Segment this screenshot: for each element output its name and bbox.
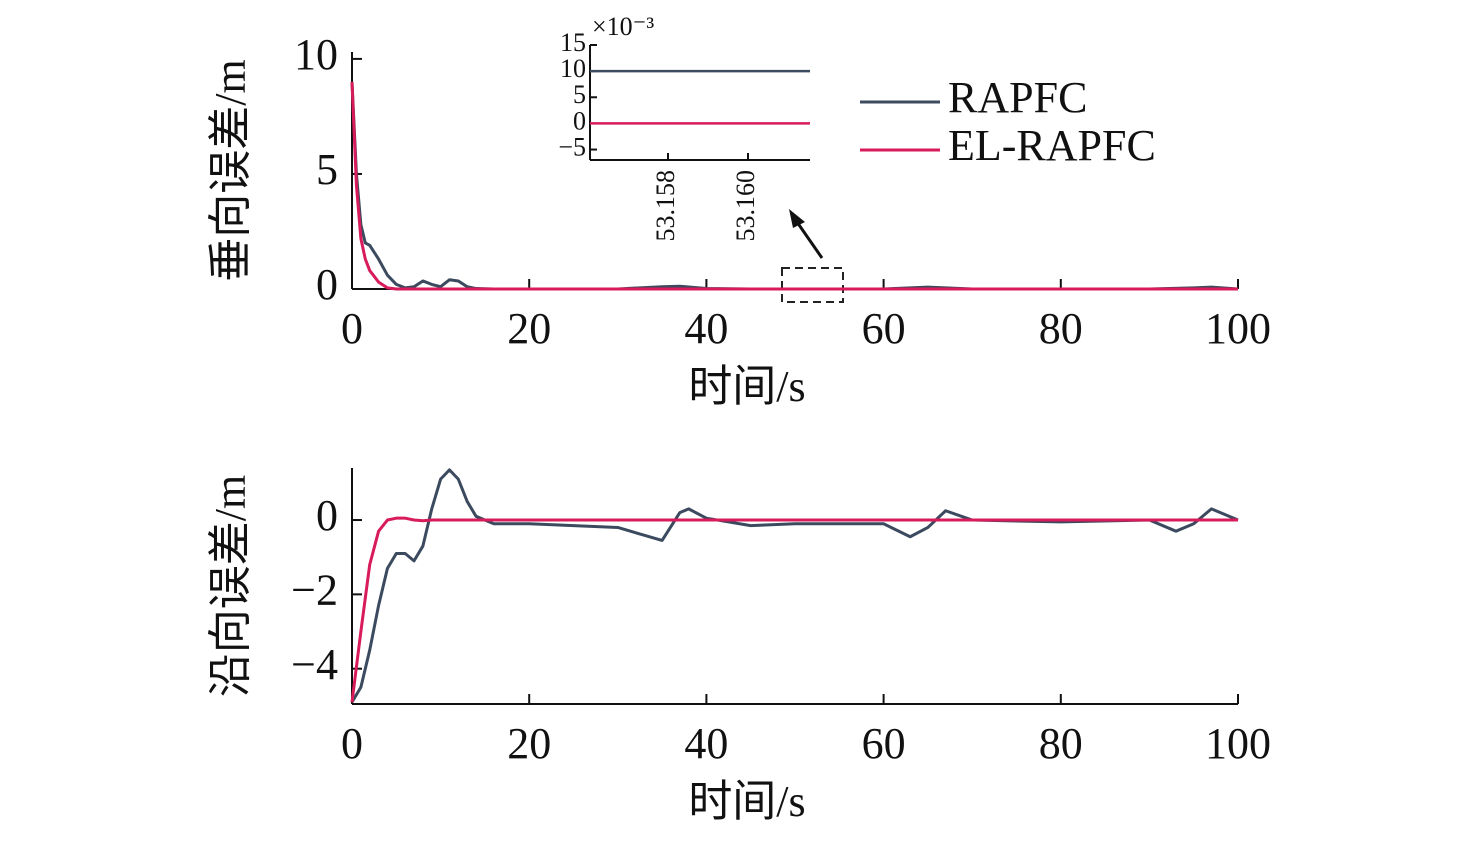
x-tick-label: 100 xyxy=(1205,719,1271,768)
y-tick-label: 0 xyxy=(573,106,586,135)
legend-label: EL-RAPFC xyxy=(948,121,1156,170)
series-line xyxy=(350,81,1239,291)
x-tick-label: 60 xyxy=(862,304,906,353)
y-tick-label: 10 xyxy=(560,54,586,83)
axis-multiplier: ×10⁻³ xyxy=(592,12,654,41)
x-tick-label: 53.158 xyxy=(651,170,680,242)
x-tick-label: 20 xyxy=(507,304,551,353)
y-tick-label: 0 xyxy=(316,491,338,540)
x-axis-label: 时间/s xyxy=(688,777,805,826)
x-tick-label: 40 xyxy=(684,304,728,353)
x-tick-label: 0 xyxy=(341,304,363,353)
x-tick-label: 20 xyxy=(507,719,551,768)
zoom-region xyxy=(781,267,844,303)
x-tick-label: 53.160 xyxy=(731,170,760,242)
y-tick-label: −5 xyxy=(558,133,586,162)
y-tick-label: −2 xyxy=(291,565,338,614)
x-tick-label: 80 xyxy=(1039,304,1083,353)
x-tick-label: 60 xyxy=(862,719,906,768)
y-tick-label: 15 xyxy=(560,28,586,57)
zoom-arrow xyxy=(795,221,824,259)
x-tick-label: 40 xyxy=(684,719,728,768)
series-line xyxy=(350,81,1238,291)
x-axis-label: 时间/s xyxy=(688,362,805,411)
y-tick-label: 10 xyxy=(294,30,338,79)
series-line xyxy=(350,516,1238,703)
y-tick-label: 5 xyxy=(573,80,586,109)
y-axis-label: 沿向误差/m xyxy=(206,475,255,697)
zoom-arrowhead xyxy=(789,209,805,228)
x-tick-label: 80 xyxy=(1039,719,1083,768)
x-tick-label: 0 xyxy=(341,719,363,768)
y-axis-label: 垂向误差/m xyxy=(206,59,255,281)
y-tick-label: 5 xyxy=(316,145,338,194)
y-tick-label: 0 xyxy=(316,260,338,309)
series-line xyxy=(350,468,1239,703)
x-tick-label: 100 xyxy=(1205,304,1271,353)
y-tick-label: −4 xyxy=(291,640,338,689)
legend-label: RAPFC xyxy=(948,73,1087,122)
